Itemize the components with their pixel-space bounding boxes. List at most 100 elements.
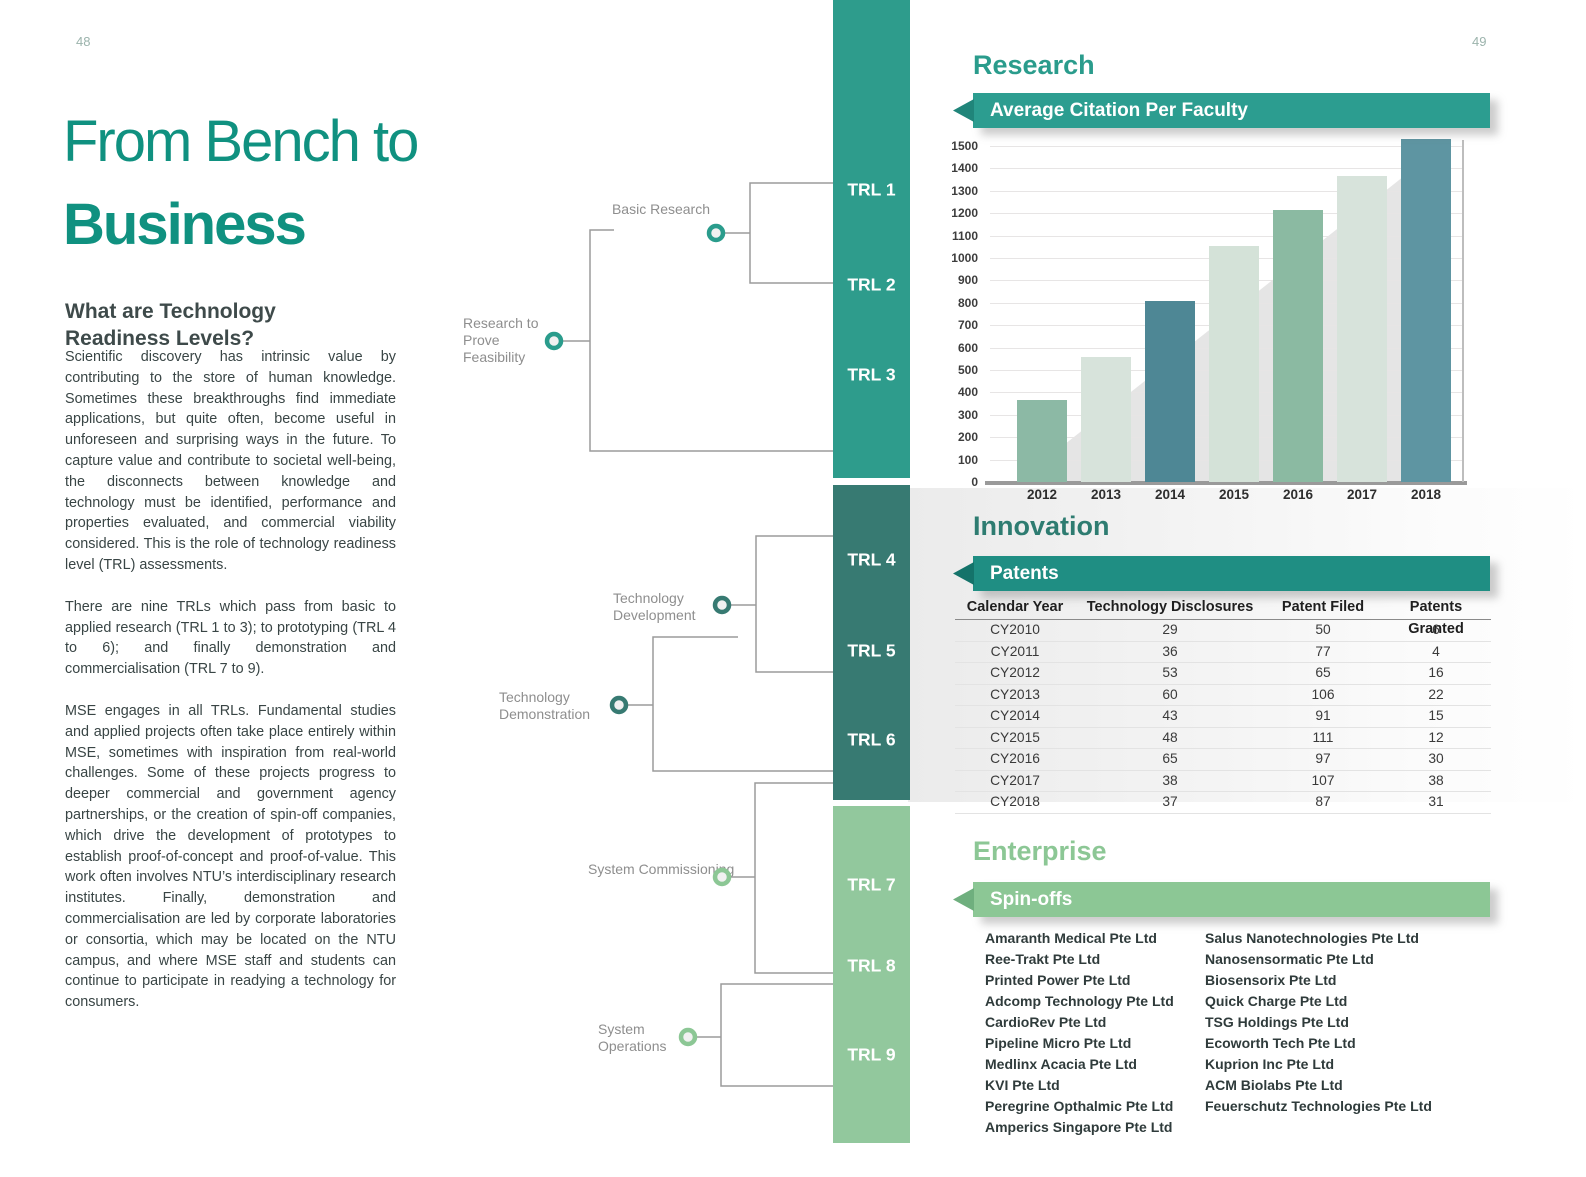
table-cell: CY2010 — [990, 622, 1040, 637]
x-axis-tick-label: 2018 — [1410, 487, 1442, 502]
chart-gridline — [990, 168, 1462, 170]
x-axis-tick-label: 2012 — [1026, 487, 1058, 502]
section-heading: What are Technology Readiness Levels? — [65, 300, 276, 350]
table-row: CY2015 48 111 12 — [955, 728, 1491, 749]
chart-bar — [1145, 300, 1195, 482]
table-row: CY2013 60 106 22 — [955, 685, 1491, 706]
table-cell: 30 — [1428, 751, 1444, 766]
chart-bar — [1209, 245, 1259, 482]
table-cell: CY2012 — [990, 665, 1040, 680]
table-cell: 87 — [1315, 794, 1331, 809]
table-header-divider — [955, 619, 1491, 620]
x-axis-tick-label: 2014 — [1154, 487, 1186, 502]
table-row: CY2010 29 50 6 — [955, 620, 1491, 642]
table-header-patent-filed: Patent Filed — [1281, 599, 1365, 615]
table-cell: 38 — [1162, 772, 1178, 788]
trl-9-label: TRL 9 — [847, 1044, 896, 1065]
trl-bar-segment-research — [833, 0, 910, 478]
table-cell: 65 — [1162, 751, 1178, 766]
table-cell: CY2016 — [990, 751, 1040, 766]
label-system-commissioning: System Commissioning — [588, 861, 735, 877]
spinoff-item: CardioRev Pte Ltd — [985, 1014, 1107, 1030]
banner-label: Average Citation Per Faculty — [990, 100, 1248, 121]
spinoff-item: Peregrine Opthalmic Pte Ltd — [985, 1098, 1174, 1114]
y-axis-tick-label: 100 — [957, 452, 978, 467]
table-cell: 6 — [1432, 622, 1440, 637]
x-axis-tick-label: 2013 — [1090, 487, 1122, 502]
innovation-heading: Innovation — [973, 511, 1110, 541]
chart-gridline — [990, 235, 1462, 237]
table-cell: 12 — [1428, 729, 1444, 745]
body-text: Scientific discovery has intrinsic value… — [65, 347, 396, 1034]
chart-gridline — [985, 481, 1467, 485]
table-header-technology-disclosures: Technology Disclosures — [1086, 599, 1254, 615]
chart-bar — [1081, 356, 1131, 482]
y-axis-tick-label: 1500 — [951, 139, 978, 153]
label-basic-research: Basic Research — [611, 201, 710, 217]
spinoff-item: Ree-Trakt Pte Ltd — [985, 951, 1101, 967]
ribbon-arrow-icon — [953, 888, 974, 911]
node-research-feasibility — [544, 331, 564, 351]
label-technology-demonstration: Technology Demonstration — [499, 689, 591, 722]
trl-3-label: TRL 3 — [847, 364, 896, 385]
spinoff-item: Amperics Singapore Pte Ltd — [985, 1119, 1173, 1135]
ribbon-arrow-icon — [953, 99, 974, 122]
table-cell: 15 — [1428, 708, 1444, 723]
spinoff-item: TSG Holdings Pte Ltd — [1205, 1014, 1349, 1030]
table-header-row: Calendar Year Technology Disclosures Pat… — [955, 596, 1491, 637]
title-line-2: Business — [63, 192, 307, 257]
label-research-to-prove-feasibility: Research to Prove Feasibility — [463, 315, 539, 365]
trl-bar-segment-prototyping — [833, 485, 910, 800]
trl-5-label: TRL 5 — [847, 640, 896, 661]
table-cell: 29 — [1162, 622, 1178, 637]
trl-7-label: TRL 7 — [847, 874, 896, 895]
y-axis-tick-label: 1200 — [951, 206, 978, 221]
table-cell: 60 — [1162, 686, 1178, 702]
table-row: CY2012 53 65 16 — [955, 663, 1491, 685]
y-axis-tick-label: 800 — [957, 295, 978, 310]
spinoff-item: ACM Biolabs Pte Ltd — [1205, 1077, 1343, 1093]
banner-average-citation: Average Citation Per Faculty — [953, 93, 1490, 128]
spinoff-item: Adcomp Technology Pte Ltd — [985, 993, 1174, 1009]
title-line-1: From Bench to — [63, 109, 419, 174]
table-cell: CY2018 — [990, 794, 1040, 809]
page-number-left: 48 — [76, 34, 91, 49]
table-cell: 111 — [1312, 729, 1334, 745]
banner-label: Patents — [990, 563, 1059, 584]
table-cell: 53 — [1162, 665, 1178, 680]
table-row: CY2018 37 87 31 — [955, 792, 1491, 814]
trl-2-label: TRL 2 — [847, 274, 896, 295]
label-system-operations: System Operations — [598, 1021, 667, 1054]
table-cell: 16 — [1428, 665, 1444, 680]
spinoff-item: Nanosensormatic Pte Ltd — [1205, 951, 1374, 967]
enterprise-heading: Enterprise — [973, 836, 1107, 866]
y-axis-tick-label: 300 — [957, 407, 978, 422]
table-cell: CY2017 — [990, 772, 1040, 788]
bracket-trl7-8 — [754, 782, 833, 974]
paragraph-1: Scientific discovery has intrinsic value… — [65, 349, 396, 573]
table-cell: 4 — [1432, 643, 1440, 659]
table-cell: 50 — [1315, 622, 1331, 637]
table-header-calendar-year: Calendar Year — [966, 599, 1064, 615]
table-row: CY2017 38 107 38 — [955, 771, 1491, 792]
spinoff-item: Feuerschutz Technologies Pte Ltd — [1205, 1098, 1432, 1114]
spinoff-item: Pipeline Micro Pte Ltd — [985, 1035, 1132, 1051]
bracket-feasibility — [589, 229, 833, 452]
bracket-trl4-5 — [755, 535, 833, 673]
table-cell: 91 — [1315, 708, 1331, 723]
spinoff-item: Amaranth Medical Pte Ltd — [985, 930, 1157, 946]
y-axis-tick-label: 700 — [957, 318, 978, 333]
x-axis-tick-label: 2016 — [1282, 487, 1314, 502]
table-cell: 97 — [1315, 751, 1331, 766]
y-axis-tick-label: 500 — [957, 363, 978, 377]
bracket-techdemo — [652, 636, 833, 772]
table-cell: 48 — [1162, 729, 1178, 745]
table-row: CY2011 36 77 4 — [955, 642, 1491, 663]
table-cell: 31 — [1428, 794, 1444, 809]
banner-label: Spin-offs — [990, 889, 1073, 910]
chart-bar — [1017, 400, 1067, 482]
y-axis-tick-label: 400 — [957, 385, 978, 400]
spinoffs-column-2: Salus Nanotechnologies Pte Ltd Nanosensor… — [1205, 928, 1432, 1117]
trl-4-label: TRL 4 — [847, 549, 896, 570]
